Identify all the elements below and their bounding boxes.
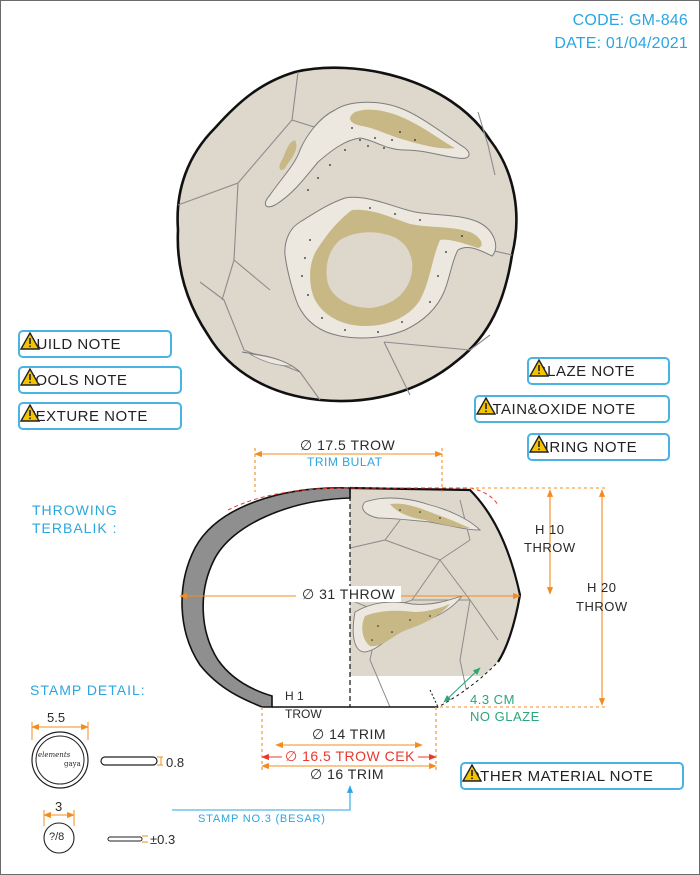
top-opening-subnote: TRIM BULAT: [307, 455, 383, 469]
stamp-large-width: 5.5: [47, 710, 66, 725]
height-10-label: THROW: [524, 540, 576, 555]
foot-height-value: H 1: [285, 689, 304, 703]
max-diameter-dimension: ∅ 31 THROW: [296, 586, 402, 602]
no-glaze-label: NO GLAZE: [470, 709, 540, 724]
stamp-detail-title: STAMP DETAIL:: [30, 682, 146, 698]
other-material-note-label: OTHER MATERIAL NOTE: [468, 767, 654, 785]
stain-oxide-note-button[interactable]: STAIN&OXIDE NOTE: [474, 395, 670, 423]
height-20-label: THROW: [576, 599, 628, 614]
build-note-label: BUILD NOTE: [26, 335, 122, 353]
stamp-large-thickness: 0.8: [166, 755, 185, 770]
foot-inner-dimension: ∅ 14 TRIM: [312, 726, 387, 742]
stamp-logo-line1: elements: [38, 751, 71, 759]
build-note-button[interactable]: BUILD NOTE: [18, 330, 172, 358]
tools-note-button[interactable]: TOOLS NOTE: [18, 366, 182, 394]
code-label: CODE: GM-846: [572, 12, 688, 29]
texture-note-label: TEXTURE NOTE: [26, 407, 148, 425]
texture-note-button[interactable]: TEXTURE NOTE: [18, 402, 182, 430]
no-glaze-value: 4.3 CM: [470, 692, 515, 707]
stamp-small: [43, 810, 148, 854]
tools-note-label: TOOLS NOTE: [26, 371, 128, 389]
glaze-note-button[interactable]: GLAZE NOTE: [527, 357, 670, 385]
stamp-small-thickness: ±0.3: [150, 832, 176, 847]
warning-icon: [529, 435, 549, 453]
top-view-plate: [176, 66, 518, 403]
top-opening-dimension: ∅ 17.5 TROW: [300, 437, 396, 453]
stamp-small-width: 3: [55, 799, 63, 814]
firing-note-label: FIRING NOTE: [535, 438, 638, 456]
glaze-note-label: GLAZE NOTE: [535, 362, 636, 380]
stamp-large: [31, 722, 163, 789]
other-material-note-button[interactable]: OTHER MATERIAL NOTE: [460, 762, 684, 790]
method-label-line1: THROWING: [32, 502, 118, 518]
height-20-value: H 20: [587, 580, 617, 595]
stamp-callout-label: STAMP NO.3 (BESAR): [198, 813, 326, 825]
method-label-line2: TERBALIK :: [32, 520, 118, 536]
warning-icon: [462, 764, 482, 782]
height-10-value: H 10: [535, 522, 565, 537]
warning-icon: [529, 359, 549, 377]
warning-icon: [20, 368, 40, 386]
warning-icon: [20, 404, 40, 422]
warning-icon: [476, 397, 496, 415]
foot-height-label: TROW: [285, 707, 322, 721]
foot-outer-dimension: ∅ 16 TRIM: [310, 766, 385, 782]
stamp-small-mark: ?/8: [49, 831, 65, 843]
stain-oxide-note-label: STAIN&OXIDE NOTE: [482, 400, 636, 418]
date-label: DATE: 01/04/2021: [554, 35, 688, 52]
warning-icon: [20, 332, 40, 350]
firing-note-button[interactable]: FIRING NOTE: [527, 433, 670, 461]
foot-check-dimension: ∅ 16.5 TROW CEK: [282, 749, 418, 763]
stamp-logo-line2: gaya: [64, 760, 81, 768]
